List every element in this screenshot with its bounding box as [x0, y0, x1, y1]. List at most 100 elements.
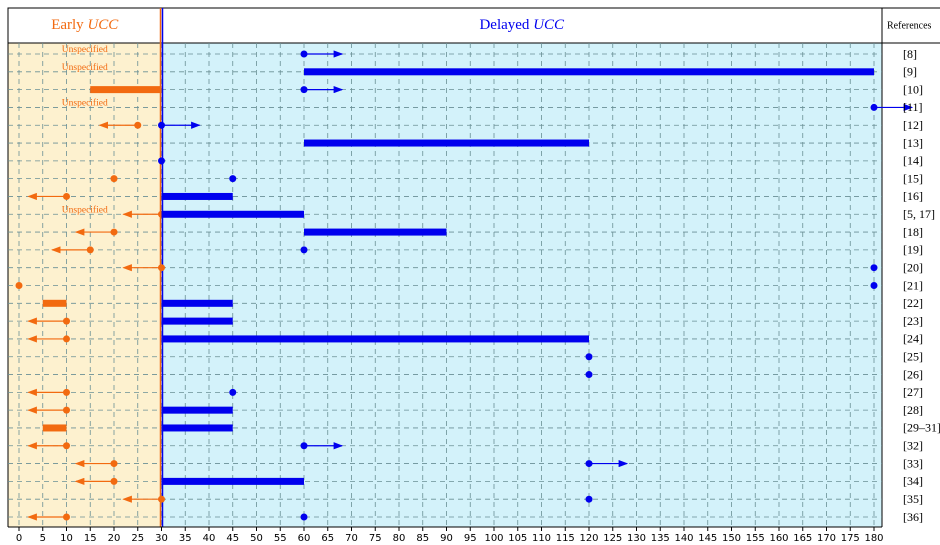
reference-label: [25]	[903, 349, 923, 363]
x-tick-label: 5	[40, 533, 46, 544]
point	[86, 246, 94, 254]
unspecified-label: Unspecified	[62, 44, 108, 55]
x-tick-label: 130	[627, 533, 646, 544]
reference-label: [27]	[903, 385, 923, 399]
x-tick-label: 175	[841, 533, 860, 544]
reference-label: [9]	[903, 65, 917, 79]
point	[63, 513, 70, 521]
header-term: UCC	[533, 17, 565, 33]
point	[300, 442, 308, 450]
x-tick-label: 15	[84, 533, 97, 544]
x-tick-label: 40	[203, 533, 216, 544]
unspecified-label: Unspecified	[62, 204, 108, 215]
reference-label: [23]	[903, 314, 923, 328]
point	[63, 317, 70, 325]
reference-label: [16]	[903, 189, 923, 203]
x-tick-label: 170	[817, 533, 836, 544]
bar	[42, 299, 67, 307]
delayed-region	[161, 43, 882, 527]
reference-label: [29–31]	[903, 421, 940, 435]
reference-label: [21]	[903, 278, 923, 292]
point	[300, 513, 308, 521]
point	[110, 175, 118, 183]
point	[158, 121, 165, 129]
x-tick-label: 140	[674, 533, 693, 544]
x-tick-label: 80	[393, 533, 406, 544]
x-tick-label: 20	[108, 533, 121, 544]
point	[229, 175, 237, 183]
reference-label: [34]	[903, 474, 923, 488]
point	[63, 442, 70, 450]
bar	[161, 192, 233, 200]
x-tick-label: 180	[864, 533, 883, 544]
x-tick-label: 125	[603, 533, 622, 544]
header-delayed: Delayed UCC	[479, 17, 565, 33]
point	[585, 353, 593, 361]
x-tick-label: 65	[321, 533, 334, 544]
header-word: Delayed	[479, 17, 529, 33]
point	[158, 264, 165, 272]
x-tick-label: 110	[532, 533, 551, 544]
bar	[161, 210, 304, 218]
x-tick-label: 100	[484, 533, 503, 544]
x-tick-label: 70	[345, 533, 358, 544]
reference-label: [26]	[903, 367, 923, 381]
point	[158, 157, 165, 165]
unspecified-label: Unspecified	[62, 98, 108, 109]
bar	[304, 68, 874, 76]
x-tick-label: 55	[274, 533, 287, 544]
reference-label: [32]	[903, 439, 923, 453]
point	[134, 121, 142, 129]
x-tick-label: 155	[746, 533, 765, 544]
point	[585, 371, 593, 379]
reference-label: [13]	[903, 136, 923, 150]
reference-label: [14]	[903, 154, 923, 168]
header-references: References	[887, 20, 932, 31]
point	[63, 192, 70, 200]
reference-label: [24]	[903, 332, 923, 346]
point	[110, 460, 118, 468]
reference-label: [20]	[903, 260, 923, 274]
x-tick-label: 150	[722, 533, 741, 544]
x-tick-label: 115	[556, 533, 575, 544]
reference-label: [22]	[903, 296, 923, 310]
point	[63, 406, 70, 414]
bar	[161, 317, 233, 325]
point	[870, 264, 878, 272]
header-box	[7, 7, 940, 44]
reference-label: [5, 17]	[903, 207, 935, 221]
point	[870, 103, 878, 111]
x-tick-label: 105	[508, 533, 527, 544]
x-tick-label: 135	[651, 533, 670, 544]
bar	[161, 424, 233, 432]
reference-label: [28]	[903, 403, 923, 417]
x-tick-label: 95	[464, 533, 477, 544]
point	[110, 228, 118, 236]
x-tick-label: 10	[60, 533, 73, 544]
header-term: UCC	[87, 17, 119, 33]
reference-label: [19]	[903, 243, 923, 257]
point	[63, 388, 70, 396]
point	[63, 335, 70, 343]
point	[229, 388, 237, 396]
point	[870, 282, 878, 289]
x-tick-label: 50	[250, 533, 263, 544]
reference-label: [18]	[903, 225, 923, 239]
x-tick-label: 75	[369, 533, 382, 544]
x-tick-label: 145	[698, 533, 717, 544]
x-tick-label: 60	[298, 533, 311, 544]
x-tick-label: 0	[16, 533, 22, 544]
header-word: Early	[51, 17, 84, 33]
point	[300, 50, 308, 58]
x-tick-label: 45	[226, 533, 239, 544]
bar	[161, 477, 304, 485]
bar	[161, 335, 589, 343]
bar	[161, 299, 233, 307]
reference-label: [15]	[903, 171, 923, 185]
bar	[90, 86, 162, 94]
point	[300, 86, 308, 94]
point	[110, 477, 118, 485]
reference-label: [33]	[903, 456, 923, 470]
